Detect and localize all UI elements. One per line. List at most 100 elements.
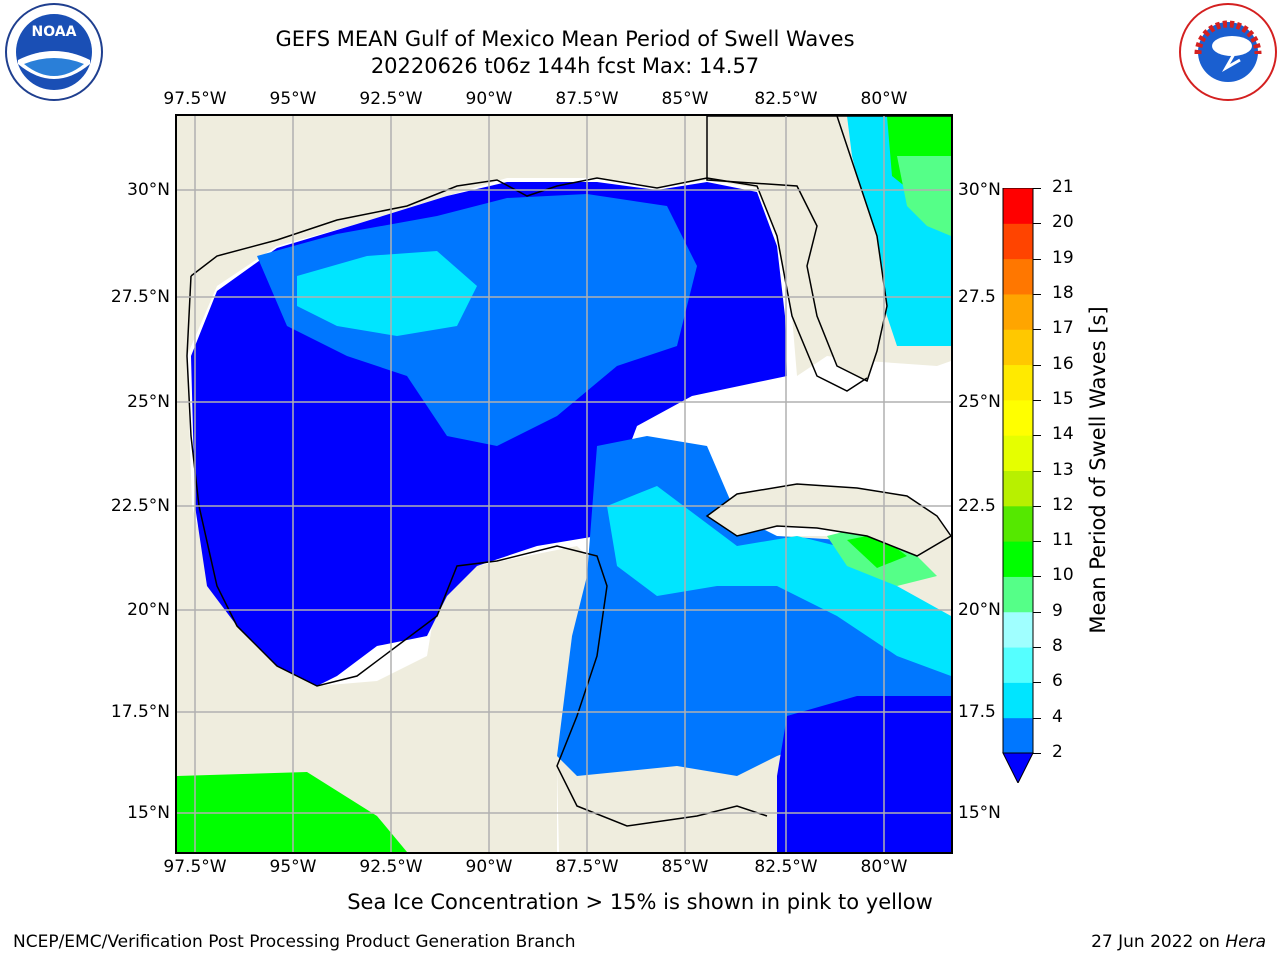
- map-canvas: [177, 116, 951, 852]
- colorbar-tick-mark: [1033, 682, 1041, 684]
- colorbar-segment: [1003, 505, 1033, 542]
- graticule: [177, 116, 951, 852]
- lat-label-left: 15°N: [127, 803, 170, 823]
- colorbar-tick-mark: [1033, 435, 1041, 437]
- colorbar: [1002, 187, 1034, 785]
- lat-label-right: 25°N: [958, 392, 1001, 412]
- lon-label-top: 80°W: [860, 89, 908, 109]
- cuba-land: [705, 483, 951, 557]
- mexico-coastline: [186, 275, 768, 827]
- noaa-logo-text: NOAA: [32, 24, 77, 40]
- lon-label-bottom: 92.5°W: [359, 857, 423, 877]
- swell-6-8s-patch: [297, 251, 477, 336]
- colorbar-segment: [1003, 293, 1033, 330]
- colorbar-tick-label: 10: [1052, 565, 1074, 586]
- lat-label-right: 30°N: [958, 180, 1001, 200]
- colorbar-segment: [1003, 576, 1033, 613]
- lon-label-top: 82.5°W: [754, 89, 818, 109]
- lon-label-bottom: 85°W: [661, 857, 709, 877]
- colorbar-tick-label: 20: [1052, 212, 1074, 233]
- lat-label-right: 20°N: [958, 600, 1001, 620]
- lat-label-left: 20°N: [127, 600, 170, 620]
- colorbar-tick-label: 8: [1052, 636, 1063, 657]
- colorbar-tick-label: 11: [1052, 530, 1074, 551]
- lon-label-top: 87.5°W: [555, 89, 619, 109]
- lon-label-bottom: 90°W: [465, 857, 513, 877]
- colorbar-tick-mark: [1033, 647, 1041, 649]
- colorbar-segment: [1003, 541, 1033, 577]
- colorbar-tick-label: 19: [1052, 247, 1074, 268]
- colorbar-tick-mark: [1033, 223, 1041, 225]
- lat-label-right: 22.5: [958, 496, 996, 516]
- swell-9-11s-atlantic: [897, 156, 951, 236]
- colorbar-tick-mark: [1033, 188, 1041, 189]
- lon-label-top: 90°W: [465, 89, 513, 109]
- colorbar-tick-mark: [1033, 541, 1041, 543]
- map-panel: [175, 114, 953, 854]
- colorbar-tick-mark: [1033, 505, 1041, 507]
- colorbar-segment: [1003, 223, 1033, 260]
- colorbar-tick-label: 12: [1052, 494, 1074, 515]
- colorbar-segment: [1003, 188, 1033, 224]
- colorbar-tick-mark: [1033, 611, 1041, 613]
- lat-label-left: 30°N: [127, 180, 170, 200]
- colorbar-segment: [1003, 647, 1033, 683]
- lat-label-right: 17.5: [958, 702, 996, 722]
- lat-label-right: 27.5: [958, 287, 996, 307]
- colorbar-tick-label: 9: [1052, 600, 1063, 621]
- colorbar-label: Mean Period of Swell Waves [s]: [1086, 306, 1110, 634]
- colorbar-tick-label: 13: [1052, 459, 1074, 480]
- florida-land: [706, 116, 951, 383]
- colorbar-segment: [1003, 329, 1033, 366]
- lon-label-bottom: 97.5°W: [163, 857, 227, 877]
- lon-label-top: 85°W: [661, 89, 709, 109]
- colorbar-segment: [1003, 611, 1033, 648]
- credit-text: NCEP/EMC/Verification Post Processing Pr…: [13, 932, 576, 952]
- lon-label-top: 97.5°W: [163, 89, 227, 109]
- lon-label-bottom: 87.5°W: [555, 857, 619, 877]
- host-name: Hera: [1225, 932, 1266, 952]
- colorbar-segment: [1003, 399, 1033, 436]
- swell-east-pacific: [177, 772, 407, 852]
- colorbar-tick-label: 15: [1052, 388, 1074, 409]
- colorbar-segment: [1003, 435, 1033, 471]
- colorbar-tick-label: 17: [1052, 318, 1074, 339]
- colorbar-tick-mark: [1033, 364, 1041, 366]
- colorbar-segment: [1003, 364, 1033, 401]
- colorbar-tick-label: 14: [1052, 424, 1074, 445]
- lat-label-left: 27.5°N: [110, 287, 170, 307]
- colorbar-scale: [1002, 187, 1034, 785]
- lat-label-left: 22.5°N: [110, 496, 170, 516]
- ice-note: Sea Ice Concentration > 15% is shown in …: [347, 890, 933, 914]
- date-text: 27 Jun 2022 on: [1091, 932, 1226, 952]
- colorbar-tick-label: 21: [1052, 177, 1074, 197]
- colorbar-tick-mark: [1033, 576, 1041, 578]
- swell-2-4s-caribbean: [777, 696, 951, 852]
- lon-label-bottom: 80°W: [860, 857, 908, 877]
- colorbar-tick-label: 16: [1052, 353, 1074, 374]
- lat-label-left: 17.5°N: [110, 702, 170, 722]
- date-stamp: 27 Jun 2022 on Hera: [1091, 932, 1266, 952]
- colorbar-tick-mark: [1033, 293, 1041, 295]
- map-title: GEFS MEAN Gulf of Mexico Mean Period of …: [275, 27, 855, 51]
- colorbar-tick-mark: [1033, 753, 1041, 754]
- colorbar-tick-mark: [1033, 470, 1041, 472]
- colorbar-segment: [1003, 717, 1033, 754]
- swell-11s-cayman: [847, 534, 907, 568]
- colorbar-extend-arrow: [1002, 752, 1034, 785]
- us-gulf-coastline: [190, 177, 868, 392]
- swell-6-8s-yucatan: [607, 486, 951, 676]
- lat-label-right: 15°N: [958, 803, 1001, 823]
- colorbar-tick-label: 2: [1052, 742, 1063, 762]
- noaa-logo: NOAA: [4, 2, 104, 102]
- colorbar-tick-label: 18: [1052, 282, 1074, 303]
- colorbar-tick-mark: [1033, 258, 1041, 260]
- colorbar-tick-mark: [1033, 717, 1041, 719]
- colorbar-tick-label: 6: [1052, 671, 1063, 692]
- lon-label-top: 95°W: [269, 89, 317, 109]
- lon-label-bottom: 82.5°W: [754, 857, 818, 877]
- colorbar-tick-label: 4: [1052, 706, 1063, 727]
- colorbar-tick-mark: [1033, 329, 1041, 331]
- colorbar-segment: [1003, 470, 1033, 507]
- colorbar-tick-mark: [1033, 399, 1041, 401]
